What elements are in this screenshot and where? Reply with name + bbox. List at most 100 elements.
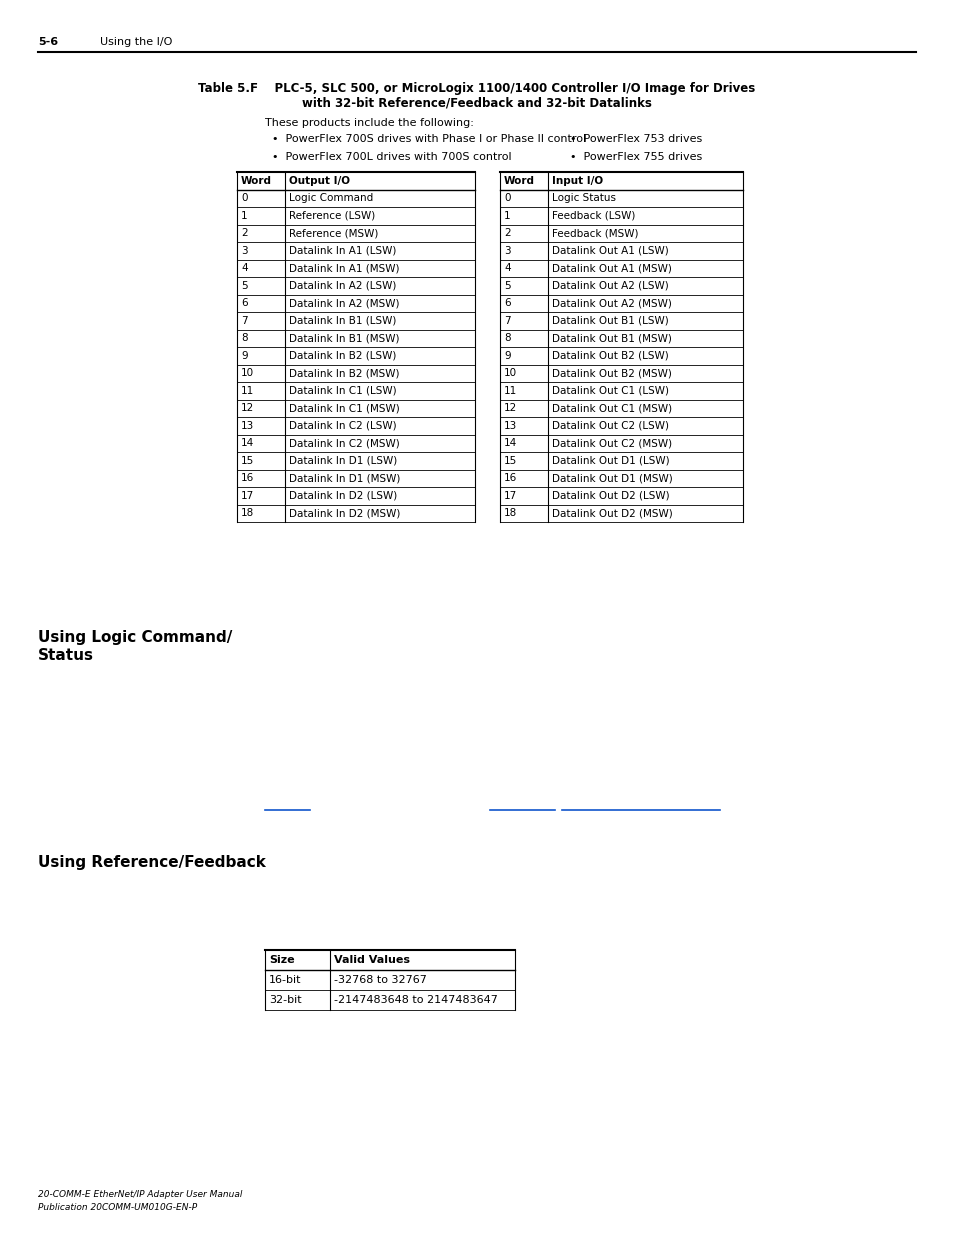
Text: 1: 1 — [241, 211, 248, 221]
Text: Input I/O: Input I/O — [552, 175, 602, 185]
Text: 14: 14 — [503, 438, 517, 448]
Text: 10: 10 — [503, 368, 517, 378]
Text: 2: 2 — [503, 228, 510, 238]
Text: Reference (LSW): Reference (LSW) — [289, 211, 375, 221]
Text: 9: 9 — [241, 351, 248, 361]
Text: 17: 17 — [503, 490, 517, 500]
Text: 4: 4 — [503, 263, 510, 273]
Text: Datalink Out D2 (LSW): Datalink Out D2 (LSW) — [552, 490, 669, 500]
Text: 18: 18 — [503, 509, 517, 519]
Text: Table 5.F    PLC-5, SLC 500, or MicroLogix 1100/1400 Controller I/O Image for Dr: Table 5.F PLC-5, SLC 500, or MicroLogix … — [198, 82, 755, 95]
Text: These products include the following:: These products include the following: — [265, 119, 474, 128]
Text: 14: 14 — [241, 438, 254, 448]
Text: 16: 16 — [241, 473, 254, 483]
Text: 6: 6 — [241, 298, 248, 309]
Text: Datalink Out A2 (LSW): Datalink Out A2 (LSW) — [552, 280, 668, 290]
Text: 12: 12 — [503, 404, 517, 414]
Text: 5-6: 5-6 — [38, 37, 58, 47]
Text: Datalink Out A1 (MSW): Datalink Out A1 (MSW) — [552, 263, 671, 273]
Text: Datalink Out C2 (MSW): Datalink Out C2 (MSW) — [552, 438, 672, 448]
Text: Status: Status — [38, 648, 94, 663]
Text: Datalink Out D2 (MSW): Datalink Out D2 (MSW) — [552, 509, 672, 519]
Text: 11: 11 — [503, 385, 517, 395]
Text: 6: 6 — [503, 298, 510, 309]
Text: 18: 18 — [241, 509, 254, 519]
Text: Datalink Out C1 (LSW): Datalink Out C1 (LSW) — [552, 385, 668, 395]
Text: -2147483648 to 2147483647: -2147483648 to 2147483647 — [334, 995, 497, 1005]
Text: 3: 3 — [503, 246, 510, 256]
Text: Datalink In A1 (MSW): Datalink In A1 (MSW) — [289, 263, 399, 273]
Text: with 32-bit Reference/Feedback and 32-bit Datalinks: with 32-bit Reference/Feedback and 32-bi… — [302, 98, 651, 110]
Text: Datalink Out B1 (LSW): Datalink Out B1 (LSW) — [552, 316, 668, 326]
Text: Word: Word — [503, 175, 535, 185]
Text: Datalink In B1 (LSW): Datalink In B1 (LSW) — [289, 316, 395, 326]
Text: Datalink In D1 (MSW): Datalink In D1 (MSW) — [289, 473, 400, 483]
Text: Datalink In B2 (MSW): Datalink In B2 (MSW) — [289, 368, 399, 378]
Text: 10: 10 — [241, 368, 253, 378]
Text: Datalink Out A2 (MSW): Datalink Out A2 (MSW) — [552, 298, 671, 309]
Text: Datalink In C2 (MSW): Datalink In C2 (MSW) — [289, 438, 399, 448]
Text: Datalink Out D1 (LSW): Datalink Out D1 (LSW) — [552, 456, 669, 466]
Text: Datalink In C1 (LSW): Datalink In C1 (LSW) — [289, 385, 396, 395]
Text: Using the I/O: Using the I/O — [100, 37, 172, 47]
Text: 1: 1 — [503, 211, 510, 221]
Text: Valid Values: Valid Values — [334, 955, 410, 965]
Text: 9: 9 — [503, 351, 510, 361]
Text: 8: 8 — [241, 333, 248, 343]
Text: Datalink Out D1 (MSW): Datalink Out D1 (MSW) — [552, 473, 672, 483]
Text: Publication 20COMM-UM010G-EN-P: Publication 20COMM-UM010G-EN-P — [38, 1203, 197, 1212]
Text: Feedback (MSW): Feedback (MSW) — [552, 228, 638, 238]
Text: Datalink In D1 (LSW): Datalink In D1 (LSW) — [289, 456, 396, 466]
Text: Datalink Out B2 (MSW): Datalink Out B2 (MSW) — [552, 368, 671, 378]
Text: •  PowerFlex 700L drives with 700S control: • PowerFlex 700L drives with 700S contro… — [272, 152, 511, 162]
Text: Datalink Out C2 (LSW): Datalink Out C2 (LSW) — [552, 421, 668, 431]
Text: Word: Word — [241, 175, 272, 185]
Text: Datalink In D2 (MSW): Datalink In D2 (MSW) — [289, 509, 400, 519]
Text: Using Logic Command/: Using Logic Command/ — [38, 630, 233, 645]
Text: Logic Status: Logic Status — [552, 193, 616, 204]
Text: 12: 12 — [241, 404, 254, 414]
Text: Datalink In C2 (LSW): Datalink In C2 (LSW) — [289, 421, 396, 431]
Text: 15: 15 — [503, 456, 517, 466]
Text: Datalink Out C1 (MSW): Datalink Out C1 (MSW) — [552, 404, 672, 414]
Text: 13: 13 — [503, 421, 517, 431]
Text: Datalink Out A1 (LSW): Datalink Out A1 (LSW) — [552, 246, 668, 256]
Text: Datalink Out B1 (MSW): Datalink Out B1 (MSW) — [552, 333, 671, 343]
Text: 17: 17 — [241, 490, 254, 500]
Text: 4: 4 — [241, 263, 248, 273]
Text: 16-bit: 16-bit — [269, 974, 301, 986]
Text: •  PowerFlex 753 drives: • PowerFlex 753 drives — [569, 135, 701, 144]
Text: •  PowerFlex 700S drives with Phase I or Phase II control: • PowerFlex 700S drives with Phase I or … — [272, 135, 585, 144]
Text: Datalink In B2 (LSW): Datalink In B2 (LSW) — [289, 351, 395, 361]
Text: Output I/O: Output I/O — [289, 175, 350, 185]
Text: 32-bit: 32-bit — [269, 995, 301, 1005]
Text: •  PowerFlex 755 drives: • PowerFlex 755 drives — [569, 152, 701, 162]
Text: Reference (MSW): Reference (MSW) — [289, 228, 378, 238]
Text: Datalink In A1 (LSW): Datalink In A1 (LSW) — [289, 246, 395, 256]
Text: 0: 0 — [241, 193, 247, 204]
Text: Using Reference/Feedback: Using Reference/Feedback — [38, 855, 266, 869]
Text: Feedback (LSW): Feedback (LSW) — [552, 211, 635, 221]
Text: Datalink In A2 (MSW): Datalink In A2 (MSW) — [289, 298, 399, 309]
Text: -32768 to 32767: -32768 to 32767 — [334, 974, 426, 986]
Text: 7: 7 — [241, 316, 248, 326]
Text: Datalink In C1 (MSW): Datalink In C1 (MSW) — [289, 404, 399, 414]
Text: 5: 5 — [241, 280, 248, 290]
Text: Datalink In A2 (LSW): Datalink In A2 (LSW) — [289, 280, 395, 290]
Text: 11: 11 — [241, 385, 254, 395]
Text: Datalink In D2 (LSW): Datalink In D2 (LSW) — [289, 490, 396, 500]
Text: Logic Command: Logic Command — [289, 193, 373, 204]
Text: Datalink Out B2 (LSW): Datalink Out B2 (LSW) — [552, 351, 668, 361]
Text: 16: 16 — [503, 473, 517, 483]
Text: 5: 5 — [503, 280, 510, 290]
Text: 0: 0 — [503, 193, 510, 204]
Text: 2: 2 — [241, 228, 248, 238]
Text: 20-COMM-E EtherNet/IP Adapter User Manual: 20-COMM-E EtherNet/IP Adapter User Manua… — [38, 1191, 242, 1199]
Text: 13: 13 — [241, 421, 254, 431]
Text: 15: 15 — [241, 456, 254, 466]
Text: Size: Size — [269, 955, 294, 965]
Text: 8: 8 — [503, 333, 510, 343]
Text: 7: 7 — [503, 316, 510, 326]
Text: Datalink In B1 (MSW): Datalink In B1 (MSW) — [289, 333, 399, 343]
Text: 3: 3 — [241, 246, 248, 256]
